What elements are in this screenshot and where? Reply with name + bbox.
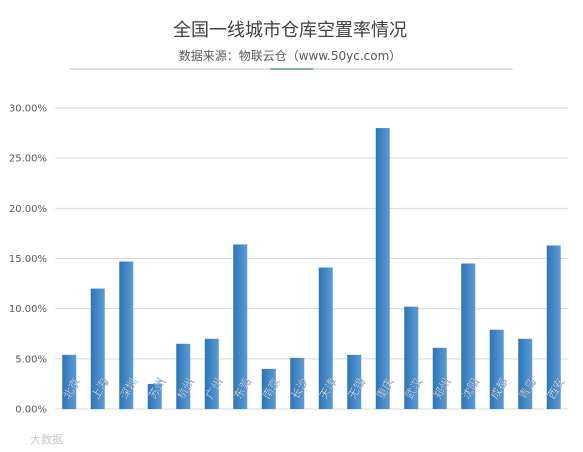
chart-subtitle: 数据来源：物联云仓（www.50yc.com） bbox=[179, 48, 402, 63]
x-tick-label: 苏州 bbox=[146, 376, 168, 402]
bar bbox=[432, 347, 447, 409]
gridlines bbox=[55, 107, 568, 410]
y-tick-label: 30.00% bbox=[9, 104, 47, 115]
y-tick-label: 15.00% bbox=[9, 254, 47, 265]
bar bbox=[404, 306, 419, 409]
bar bbox=[90, 288, 105, 409]
bar bbox=[375, 128, 390, 410]
y-tick-label: 10.00% bbox=[9, 304, 47, 315]
bar bbox=[119, 261, 134, 409]
y-tick-label: 25.00% bbox=[9, 154, 47, 165]
bar bbox=[233, 244, 248, 409]
bar bbox=[290, 357, 305, 409]
watermark: 大数据 bbox=[30, 432, 63, 446]
y-tick-label: 0.00% bbox=[15, 405, 47, 416]
bars bbox=[62, 128, 561, 410]
bar bbox=[546, 245, 561, 409]
bar bbox=[62, 354, 77, 409]
bar bbox=[147, 383, 162, 409]
bar bbox=[261, 368, 276, 409]
bar bbox=[518, 338, 533, 409]
y-tick-label: 5.00% bbox=[15, 354, 47, 365]
y-axis: 0.00% 5.00% 10.00% 15.00% 20.00% 25.00% 30.00% bbox=[9, 104, 47, 416]
bar bbox=[176, 343, 191, 409]
bar bbox=[461, 263, 476, 409]
bar bbox=[489, 329, 504, 409]
bar bbox=[204, 338, 219, 409]
bar bbox=[347, 354, 362, 409]
bar bbox=[318, 267, 333, 409]
y-tick-label: 20.00% bbox=[9, 204, 47, 215]
chart-title: 全国一线城市仓库空置率情况 bbox=[173, 20, 407, 41]
